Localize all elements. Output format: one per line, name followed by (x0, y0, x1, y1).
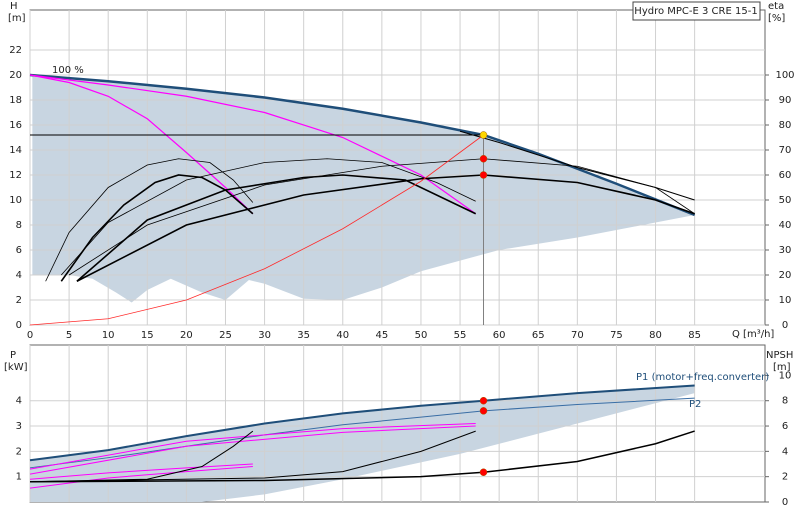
x-tick-label: 75 (610, 330, 623, 341)
duty-point (479, 396, 488, 405)
curve (60, 174, 254, 282)
y2-tick-label: 90 (779, 95, 792, 106)
y2-tick-label: 10 (779, 370, 792, 381)
x-tick-label: 70 (571, 330, 584, 341)
duty-point (479, 407, 488, 415)
x-label: Q [m³/h] (732, 329, 774, 340)
curve (29, 423, 476, 470)
curve (29, 384, 695, 462)
y2-tick-label: 2 (782, 472, 788, 483)
y-tick-label: 4 (16, 396, 22, 407)
y2-tick-label: 6 (782, 421, 788, 432)
y-tick-label: 2 (16, 295, 22, 306)
x-tick-label: 50 (415, 330, 428, 341)
x-tick-label: 15 (141, 330, 154, 341)
y2-label: NPSH (766, 350, 793, 361)
x-tick-label: 25 (219, 330, 232, 341)
y-tick-label: 14 (9, 145, 22, 156)
duty-point (479, 468, 488, 476)
y2-tick-label: 10 (779, 295, 792, 306)
curve (76, 174, 695, 282)
y-tick-label: 2 (16, 446, 22, 457)
plot-layer: 0 5 10 15 20 25 30 35 40 45 50 55 60 65 70 75 80 85 0 2 4 6 8 1… (9, 9, 795, 341)
x-tick-label: 35 (297, 330, 310, 341)
y-tick-label: 20 (9, 70, 22, 81)
curve (60, 158, 476, 276)
curve (29, 73, 696, 217)
legend-label: P2 (689, 399, 701, 410)
x-tick-label: 0 (27, 330, 33, 341)
y2-tick-label: 100 (775, 70, 794, 81)
duty-point (479, 155, 488, 163)
y2-tick-label: 60 (779, 170, 792, 181)
y-unit: [m] (8, 13, 26, 24)
y-tick-label: 18 (9, 95, 22, 106)
y2-unit: [%] (768, 13, 785, 24)
y-tick-label: 1 (16, 472, 22, 483)
curve (29, 425, 476, 475)
curve (76, 174, 477, 282)
y-tick-label: 12 (9, 170, 22, 181)
y-tick-label: 8 (16, 220, 22, 231)
y2-tick-label: 30 (779, 245, 792, 256)
y2-tick-label: 40 (779, 220, 792, 231)
y-tick-label: 22 (9, 45, 22, 56)
x-tick-label: 60 (493, 330, 506, 341)
curve (29, 430, 476, 483)
curve (29, 134, 484, 326)
y2-tick-label: 70 (779, 145, 792, 156)
y-tick-label: 10 (9, 195, 22, 206)
y2-tick-label: 80 (779, 120, 792, 131)
y2-tick-label: 0 (782, 320, 788, 331)
curve (45, 158, 254, 282)
y2-tick-label: 20 (779, 270, 792, 281)
y2-tick-label: 0 (782, 497, 788, 508)
y-label: P (10, 350, 16, 361)
legend-label: P1 (motor+freq.converter) (636, 372, 769, 383)
x-tick-label: 30 (258, 330, 271, 341)
title-box (632, 1, 761, 21)
y-tick-label: 0 (16, 320, 22, 331)
x-tick-label: 20 (180, 330, 193, 341)
curve (29, 74, 254, 215)
curve (68, 158, 695, 276)
y2-tick-label: 50 (779, 195, 792, 206)
duty-point (479, 131, 488, 139)
x-tick-label: 5 (66, 330, 72, 341)
plot-layer: 1 2 3 4 0 2 4 6 8 10 (16, 344, 792, 508)
y2-tick-label: 8 (782, 396, 788, 407)
x-tick-label: 80 (649, 330, 662, 341)
y-tick-label: 3 (16, 421, 22, 432)
curve (29, 74, 477, 215)
curve (29, 397, 695, 469)
y-tick-label: 4 (16, 270, 22, 281)
y-tick-label: 6 (16, 245, 22, 256)
operating-range (32, 75, 695, 303)
x-tick-label: 65 (532, 330, 545, 341)
x-tick-label: 55 (454, 330, 467, 341)
annotation: 100 % (52, 65, 84, 76)
duty-point (479, 171, 488, 179)
x-tick-label: 40 (336, 330, 349, 341)
x-tick-label: 85 (688, 330, 701, 341)
x-tick-label: 45 (375, 330, 388, 341)
curve (29, 466, 253, 489)
y2-tick-label: 4 (782, 446, 788, 457)
x-tick-label: 10 (102, 330, 115, 341)
y-label: H (10, 1, 18, 12)
operating-range (30, 385, 695, 502)
y-unit: [kW] (4, 362, 28, 373)
y2-label: eta (768, 1, 784, 12)
y2-unit: [m] (773, 362, 791, 373)
chart-title: Hydro MPC-E 3 CRE 15-1 (634, 6, 757, 17)
curve (29, 463, 253, 480)
y-tick-label: 16 (9, 120, 22, 131)
